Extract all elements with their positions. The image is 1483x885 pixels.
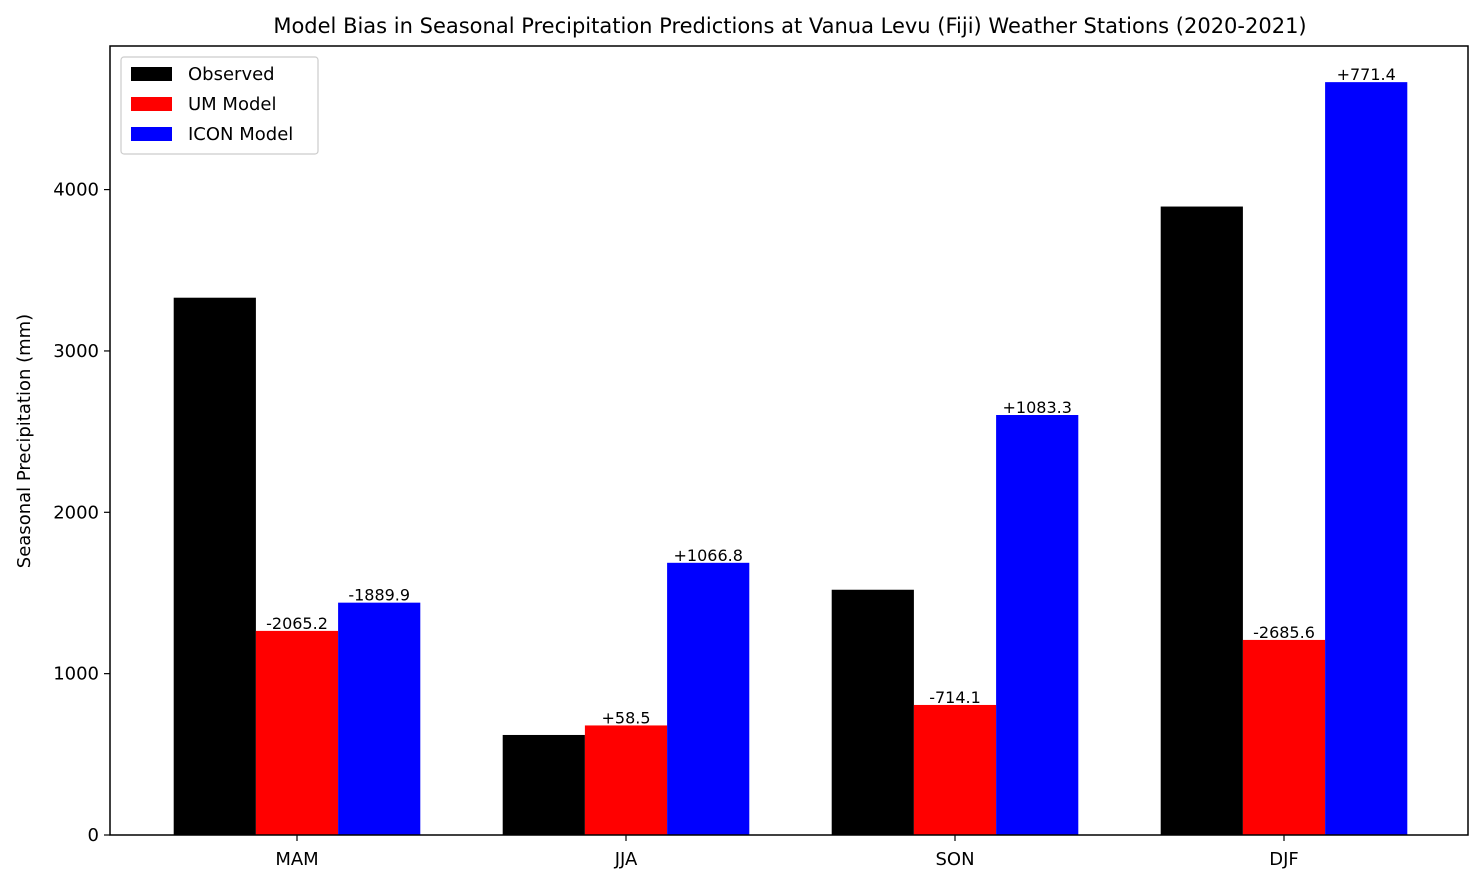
- legend-label: UM Model: [188, 94, 276, 115]
- y-tick-label: 4000: [53, 180, 99, 201]
- legend-swatch: [131, 97, 172, 111]
- bar-observed-jja: [502, 734, 585, 835]
- bar-value-label: -2685.6: [1253, 623, 1315, 642]
- bar-labels-layer: -2065.2 +58.5 -714.1 -2685.6 -1889.9 +1066.8 +…: [266, 65, 1396, 727]
- y-axis: 0 1000 2000 3000 4000: [53, 180, 110, 846]
- bar-icon-model-son: [996, 415, 1079, 835]
- y-axis-label: Seasonal Precipitation (mm): [14, 314, 35, 568]
- bar-um-model-mam: [255, 630, 339, 835]
- x-tick-label: JJA: [614, 849, 638, 870]
- bar-um-model-son: [913, 704, 997, 835]
- bar-value-label: +771.4: [1337, 65, 1396, 84]
- legend-swatch: [131, 67, 172, 81]
- legend-swatch: [131, 127, 172, 141]
- x-axis: MAM JJA SON DJF: [275, 835, 1299, 870]
- x-tick-label: DJF: [1269, 849, 1299, 870]
- x-tick-label: MAM: [275, 849, 318, 870]
- legend: Observed UM Model ICON Model: [120, 56, 319, 155]
- bar-value-label: +1083.3: [1003, 398, 1072, 417]
- bar-um-model-jja: [584, 725, 668, 835]
- plot-frame: [109, 45, 1469, 836]
- legend-label: ICON Model: [188, 124, 293, 145]
- bar-value-label: +1066.8: [674, 546, 743, 565]
- bar-value-label: -714.1: [929, 688, 981, 707]
- y-tick-label: 2000: [53, 502, 99, 523]
- bar-icon-model-jja: [667, 562, 750, 835]
- bar-value-label: +58.5: [601, 708, 650, 727]
- bar-value-label: -1889.9: [348, 586, 410, 605]
- legend-label: Observed: [188, 64, 275, 85]
- y-tick-label: 0: [88, 825, 99, 846]
- bar-value-label: -2065.2: [266, 614, 328, 633]
- bar-observed-mam: [173, 297, 256, 835]
- bar-um-model-djf: [1242, 639, 1326, 835]
- y-tick-label: 3000: [53, 341, 99, 362]
- chart-title: Model Bias in Seasonal Precipitation Pre…: [273, 14, 1306, 38]
- bar-observed-djf: [1160, 206, 1243, 835]
- bars-layer: [173, 82, 1408, 835]
- x-tick-label: SON: [935, 849, 974, 870]
- bar-icon-model-djf: [1325, 82, 1408, 835]
- bar-observed-son: [831, 589, 914, 835]
- bar-icon-model-mam: [338, 602, 421, 835]
- y-tick-label: 1000: [53, 664, 99, 685]
